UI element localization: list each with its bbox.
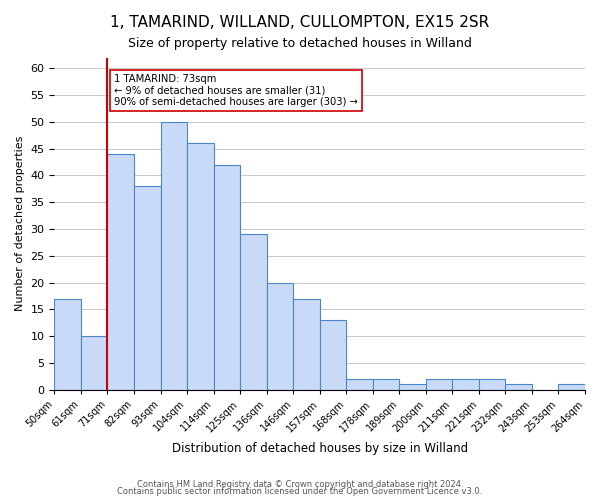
Bar: [479, 379, 505, 390]
Bar: [559, 384, 585, 390]
Text: 1, TAMARIND, WILLAND, CULLOMPTON, EX15 2SR: 1, TAMARIND, WILLAND, CULLOMPTON, EX15 2…: [110, 15, 490, 30]
Bar: [505, 384, 532, 390]
Text: Contains HM Land Registry data © Crown copyright and database right 2024.: Contains HM Land Registry data © Crown c…: [137, 480, 463, 489]
Bar: [55, 298, 81, 390]
Bar: [373, 379, 399, 390]
X-axis label: Distribution of detached houses by size in Willand: Distribution of detached houses by size …: [172, 442, 468, 455]
Bar: [240, 234, 266, 390]
Bar: [134, 186, 161, 390]
Bar: [293, 298, 320, 390]
Text: 1 TAMARIND: 73sqm
← 9% of detached houses are smaller (31)
90% of semi-detached : 1 TAMARIND: 73sqm ← 9% of detached house…: [114, 74, 358, 107]
Bar: [187, 143, 214, 390]
Text: Contains public sector information licensed under the Open Government Licence v3: Contains public sector information licen…: [118, 487, 482, 496]
Text: Size of property relative to detached houses in Willand: Size of property relative to detached ho…: [128, 38, 472, 51]
Bar: [320, 320, 346, 390]
Bar: [161, 122, 187, 390]
Bar: [107, 154, 134, 390]
Bar: [399, 384, 426, 390]
Bar: [426, 379, 452, 390]
Y-axis label: Number of detached properties: Number of detached properties: [15, 136, 25, 312]
Bar: [214, 164, 240, 390]
Bar: [81, 336, 107, 390]
Bar: [346, 379, 373, 390]
Bar: [266, 282, 293, 390]
Bar: [452, 379, 479, 390]
